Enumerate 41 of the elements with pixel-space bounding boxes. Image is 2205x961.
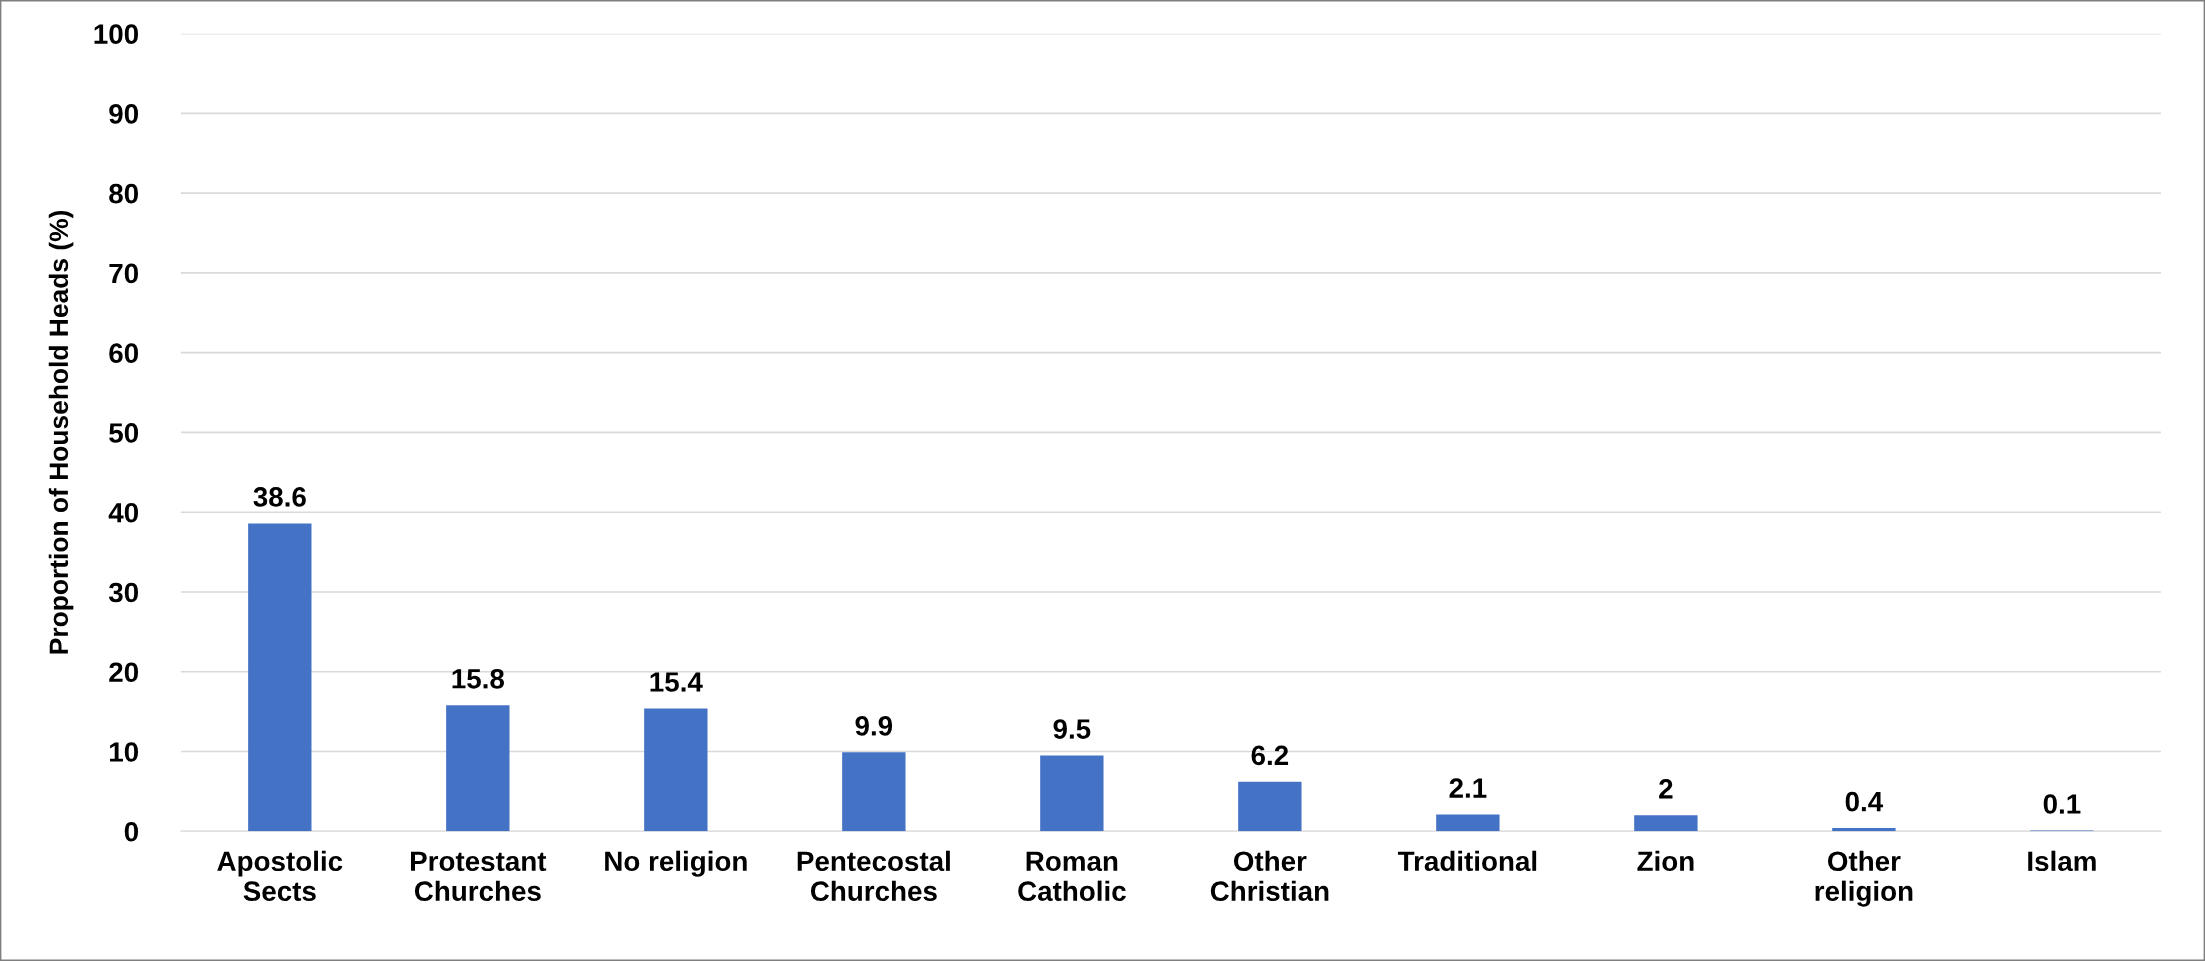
x-tick-label: Other religion (1815, 850, 1913, 907)
data-label: 6.2 (1251, 745, 1289, 766)
x-tick-label: Apostolic Sects (217, 850, 343, 902)
data-label: 2.1 (1449, 778, 1487, 798)
bar (1436, 814, 1500, 832)
data-label: 9.5 (1053, 719, 1091, 739)
x-tick-label: Islam (2028, 850, 2096, 872)
data-label: 0.4 (1845, 791, 1884, 812)
data-label: 2 (1659, 779, 1673, 799)
x-tick-label: Other Christian (1210, 850, 1329, 902)
y-tick-label: 100 (94, 24, 139, 44)
x-tick-label: Protestant Churches (411, 851, 547, 902)
y-tick-label: 60 (109, 343, 139, 364)
x-tick-label: Roman Catholic (1018, 851, 1126, 902)
y-tick-label: 30 (108, 582, 139, 603)
y-tick-label: 70 (109, 263, 139, 284)
x-tick-label: Pentecostal Churches (797, 850, 950, 902)
x-tick-label: Zion (1637, 850, 1694, 872)
bar (446, 705, 510, 832)
y-tick-label: 10 (110, 742, 139, 762)
y-tick-label: 80 (109, 183, 139, 204)
x-tick-label: Traditional (1397, 850, 1537, 872)
data-label: 0.1 (2043, 794, 2081, 814)
y-tick-label: 40 (108, 502, 139, 523)
bar (248, 523, 312, 832)
bar (644, 708, 708, 832)
data-label: 15.4 (650, 672, 703, 692)
data-label: 15.8 (452, 668, 505, 689)
y-tick-label: 20 (109, 662, 139, 683)
data-label: 38.6 (253, 487, 306, 507)
bar (1832, 828, 1896, 832)
y-tick-label: 0 (124, 821, 139, 842)
bar (842, 752, 906, 832)
bar (1040, 755, 1104, 832)
y-axis-title: Proportion of Household Heads (%) (48, 210, 74, 654)
y-tick-label: 50 (109, 423, 139, 443)
data-label: 9.9 (855, 716, 893, 736)
y-tick-label: 90 (109, 104, 139, 124)
bar (1238, 781, 1302, 832)
x-tick-label: No religion (605, 850, 747, 877)
bar (1634, 815, 1698, 832)
